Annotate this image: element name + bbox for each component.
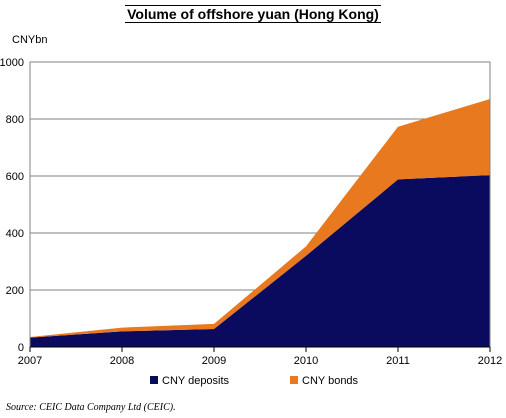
- x-tick-label: 2009: [202, 355, 226, 367]
- x-tick-label: 2010: [294, 355, 318, 367]
- y-tick-label: 800: [6, 114, 24, 126]
- x-tick-label: 2008: [110, 355, 134, 367]
- x-tick-label: 2007: [18, 355, 42, 367]
- series-area-cny-deposits: [30, 175, 490, 347]
- legend-label: CNY deposits: [162, 375, 230, 387]
- y-axis-unit-label: CNYbn: [12, 34, 48, 46]
- source-note: Source: CEIC Data Company Ltd (CEIC).: [6, 402, 176, 413]
- legend-swatch: [290, 376, 298, 384]
- x-tick-label: 2011: [386, 355, 410, 367]
- legend-swatch: [150, 376, 158, 384]
- y-tick-label: 0: [18, 342, 24, 354]
- x-tick-label: 2012: [478, 355, 502, 367]
- chart-title: Volume of offshore yuan (Hong Kong): [125, 5, 381, 23]
- legend-label: CNY bonds: [302, 375, 359, 387]
- y-tick-label: 600: [6, 171, 24, 183]
- y-tick-label: 400: [6, 228, 24, 240]
- series-area-cny-bonds: [30, 99, 490, 338]
- y-tick-label: 200: [6, 285, 24, 297]
- y-tick-label: 1000: [0, 57, 24, 69]
